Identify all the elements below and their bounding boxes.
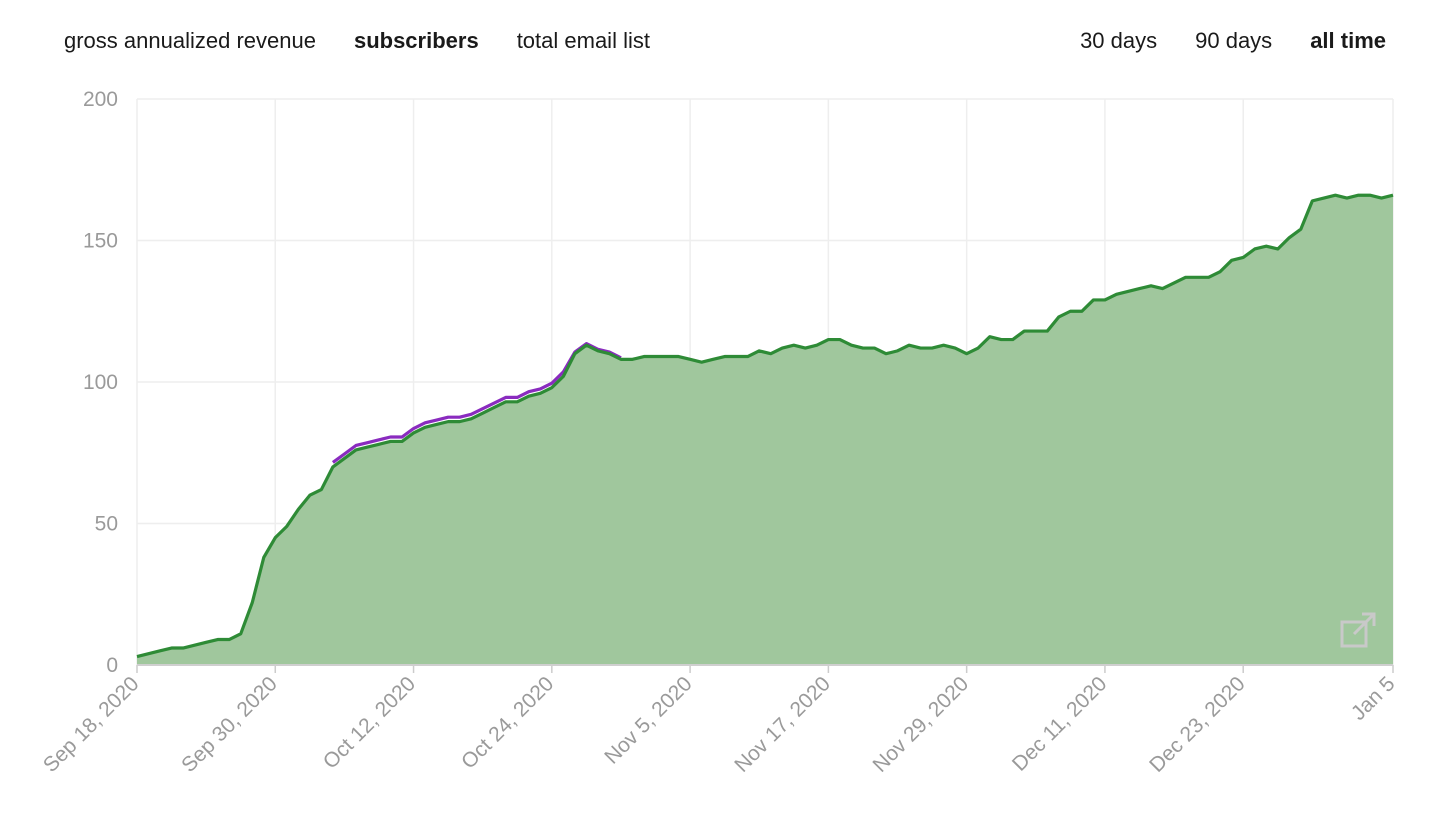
x-tick-label: Nov 17, 2020 <box>730 672 835 777</box>
x-tick-label: Nov 29, 2020 <box>869 672 974 777</box>
tab-30-days[interactable]: 30 days <box>1080 28 1158 53</box>
series-layer <box>136 193 1394 665</box>
y-tick-label: 150 <box>83 230 118 253</box>
tab-bar: gross annualized revenue subscribers tot… <box>64 24 1386 58</box>
tab-total-email-list[interactable]: total email list <box>516 28 650 53</box>
x-tick-label: Oct 24, 2020 <box>457 672 558 773</box>
x-tick-label: Dec 23, 2020 <box>1145 672 1250 777</box>
tab-90-days[interactable]: 90 days <box>1195 28 1273 53</box>
x-tick-label: Oct 12, 2020 <box>319 672 420 773</box>
x-tick-label: Sep 18, 2020 <box>39 672 144 777</box>
x-tick-label: Sep 30, 2020 <box>177 672 282 777</box>
external-link-icon[interactable] <box>1340 612 1376 648</box>
tab-subscribers[interactable]: subscribers <box>353 28 479 53</box>
metric-tabs: gross annualized revenue subscribers tot… <box>64 28 650 54</box>
series-line <box>136 193 1394 659</box>
tab-all-time[interactable]: all time <box>1310 28 1386 53</box>
y-tick-label: 100 <box>83 371 118 394</box>
y-tick-label: 200 <box>83 88 118 111</box>
series-area-fill <box>137 195 1393 665</box>
x-tick-label: Dec 11, 2020 <box>1008 672 1112 776</box>
x-tick-label: Jan 5 <box>1347 672 1400 725</box>
x-tick-label: Nov 5, 2020 <box>600 672 696 768</box>
tab-gross-annualized-revenue[interactable]: gross annualized revenue <box>64 28 316 53</box>
range-tabs: 30 days 90 days all time <box>1080 28 1386 54</box>
y-tick-label: 0 <box>106 654 118 677</box>
y-tick-label: 50 <box>95 513 118 536</box>
